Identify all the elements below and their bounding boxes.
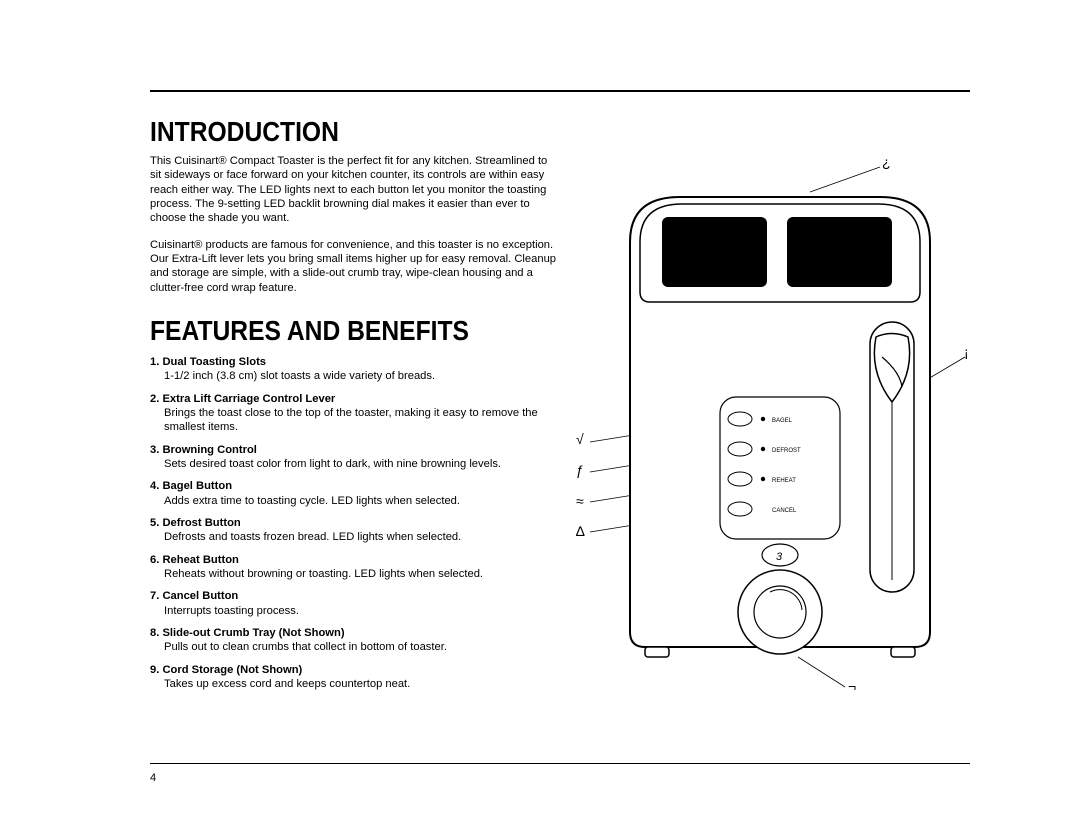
feature-title: 5. Defrost Button <box>150 517 241 529</box>
feature-desc: Reheats without browning or toasting. LE… <box>150 567 560 581</box>
toaster-svg: BAGEL DEFROST REHEAT CANCEL 3 <box>570 162 970 692</box>
heading-features: FEATURES AND BENEFITS <box>150 315 511 347</box>
feature-item: 7. Cancel Button Interrupts toasting pro… <box>150 589 560 618</box>
feature-title: 7. Cancel Button <box>150 590 238 602</box>
feature-desc: Brings the toast close to the top of the… <box>150 406 560 435</box>
feature-title: 9. Cord Storage (Not Shown) <box>150 664 302 676</box>
callout-5: ƒ <box>576 462 584 478</box>
bottom-rule <box>150 763 970 764</box>
intro-paragraph-2: Cuisinart® products are famous for conve… <box>150 238 560 295</box>
toaster-diagram: BAGEL DEFROST REHEAT CANCEL 3 ¿ ¡ <box>570 162 970 692</box>
feature-item: 9. Cord Storage (Not Shown) Takes up exc… <box>150 663 560 692</box>
label-cancel: CANCEL <box>772 508 797 514</box>
feature-item: 4. Bagel Button Adds extra time to toast… <box>150 479 560 508</box>
manual-page: INTRODUCTION This Cuisinart® Compact Toa… <box>150 90 970 794</box>
features-list: 1. Dual Toasting Slots 1-1/2 inch (3.8 c… <box>150 355 560 691</box>
label-bagel: BAGEL <box>772 418 793 424</box>
feature-title: 3. Browning Control <box>150 444 257 456</box>
feature-item: 1. Dual Toasting Slots 1-1/2 inch (3.8 c… <box>150 355 560 384</box>
feature-desc: Pulls out to clean crumbs that collect i… <box>150 640 560 654</box>
feature-desc: Sets desired toast color from light to d… <box>150 457 560 471</box>
label-reheat: REHEAT <box>772 478 796 484</box>
feature-title: 2. Extra Lift Carriage Control Lever <box>150 393 335 405</box>
callout-4: √ <box>576 431 584 447</box>
label-defrost: DEFROST <box>772 448 801 454</box>
content-area: INTRODUCTION This Cuisinart® Compact Toa… <box>150 92 970 794</box>
feature-desc: Interrupts toasting process. <box>150 604 560 618</box>
callout-2: ¡ <box>964 344 969 360</box>
feature-item: 8. Slide-out Crumb Tray (Not Shown) Pull… <box>150 626 560 655</box>
feature-desc: Takes up excess cord and keeps counterto… <box>150 677 560 691</box>
callout-7: ∆ <box>576 523 585 539</box>
heading-introduction: INTRODUCTION <box>150 116 511 148</box>
intro-paragraph-1: This Cuisinart® Compact Toaster is the p… <box>150 154 560 226</box>
feature-desc: Defrosts and toasts frozen bread. LED li… <box>150 530 560 544</box>
callout-3: ¬ <box>848 678 856 694</box>
feature-item: 3. Browning Control Sets desired toast c… <box>150 443 560 472</box>
page-number: 4 <box>150 772 156 784</box>
feature-title: 4. Bagel Button <box>150 480 232 492</box>
svg-text:3: 3 <box>776 551 783 563</box>
feature-title: 6. Reheat Button <box>150 554 239 566</box>
feature-desc: Adds extra time to toasting cycle. LED l… <box>150 494 560 508</box>
feature-item: 2. Extra Lift Carriage Control Lever Bri… <box>150 392 560 435</box>
feature-desc: 1-1/2 inch (3.8 cm) slot toasts a wide v… <box>150 369 560 383</box>
text-column: INTRODUCTION This Cuisinart® Compact Toa… <box>150 116 560 691</box>
callout-1: ¿ <box>882 154 891 170</box>
feature-title: 8. Slide-out Crumb Tray (Not Shown) <box>150 627 345 639</box>
callout-6: ≈ <box>576 493 584 509</box>
feature-title: 1. Dual Toasting Slots <box>150 356 266 368</box>
feature-item: 5. Defrost Button Defrosts and toasts fr… <box>150 516 560 545</box>
feature-item: 6. Reheat Button Reheats without brownin… <box>150 553 560 582</box>
